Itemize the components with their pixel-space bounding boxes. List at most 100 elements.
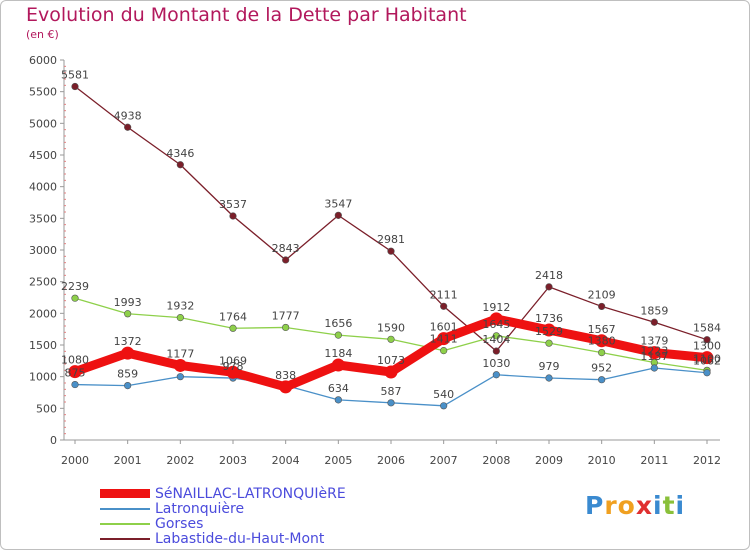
chart-title: Evolution du Montant de la Dette par Hab… bbox=[26, 4, 467, 26]
data-label-0: 1073 bbox=[377, 354, 405, 367]
data-label-1: 859 bbox=[117, 368, 138, 381]
data-point-2 bbox=[124, 310, 132, 318]
x-tick-label: 2007 bbox=[430, 454, 458, 467]
x-tick-label: 2008 bbox=[482, 454, 510, 467]
data-label-2: 1223 bbox=[640, 345, 668, 358]
data-label-0: 1912 bbox=[482, 301, 510, 314]
data-point-1 bbox=[440, 402, 448, 410]
data-point-1 bbox=[650, 364, 658, 372]
data-label-1: 540 bbox=[433, 388, 454, 401]
y-tick-label: 500 bbox=[36, 402, 57, 415]
data-point-0 bbox=[279, 380, 293, 394]
x-tick-label: 2003 bbox=[219, 454, 247, 467]
data-label-2: 1656 bbox=[324, 317, 352, 330]
data-label-3: 3537 bbox=[219, 198, 247, 211]
y-tick-label: 1000 bbox=[29, 371, 57, 384]
data-label-2: 2239 bbox=[61, 280, 89, 293]
y-tick-label: 4000 bbox=[29, 181, 57, 194]
data-point-3 bbox=[334, 211, 342, 219]
data-point-0 bbox=[384, 365, 398, 379]
data-point-3 bbox=[598, 302, 606, 311]
data-point-2 bbox=[492, 332, 500, 340]
data-label-0: 1069 bbox=[219, 354, 247, 367]
data-label-0: 1372 bbox=[114, 335, 142, 348]
x-tick-label: 2012 bbox=[693, 454, 721, 467]
data-label-3: 5581 bbox=[61, 69, 89, 82]
data-point-0 bbox=[437, 332, 451, 346]
x-tick-label: 2011 bbox=[640, 454, 668, 467]
data-label-1: 1137 bbox=[640, 350, 668, 363]
data-label-0: 1177 bbox=[166, 347, 194, 360]
data-point-1 bbox=[334, 396, 342, 404]
data-label-1: 634 bbox=[328, 382, 349, 395]
legend-item-1: Latronquière bbox=[100, 501, 346, 517]
data-label-1: 587 bbox=[381, 385, 402, 398]
y-tick-label: 3500 bbox=[29, 212, 57, 225]
y-tick-label: 4500 bbox=[29, 149, 57, 162]
data-point-2 bbox=[598, 349, 606, 357]
data-point-0 bbox=[331, 358, 345, 372]
data-point-2 bbox=[71, 294, 79, 302]
legend-swatch-2 bbox=[100, 522, 150, 525]
data-label-1: 1030 bbox=[482, 357, 510, 370]
data-point-3 bbox=[492, 347, 500, 355]
data-point-1 bbox=[71, 380, 79, 389]
data-label-3: 1859 bbox=[640, 304, 668, 317]
data-point-1 bbox=[703, 369, 711, 377]
data-point-1 bbox=[387, 399, 395, 407]
data-point-2 bbox=[387, 335, 395, 343]
x-tick-label: 2000 bbox=[61, 454, 89, 467]
data-point-0 bbox=[68, 365, 82, 379]
proxiti-logo: Proxiti bbox=[585, 491, 684, 520]
data-label-2: 1411 bbox=[430, 333, 458, 346]
data-label-3: 1584 bbox=[693, 322, 721, 335]
data-label-3: 2418 bbox=[535, 269, 563, 282]
data-label-1: 978 bbox=[223, 360, 244, 373]
data-label-3: 2109 bbox=[588, 288, 616, 301]
data-point-3 bbox=[229, 212, 237, 220]
x-tick-label: 2004 bbox=[272, 454, 300, 467]
data-label-1: 1062 bbox=[693, 355, 721, 368]
data-label-2: 1590 bbox=[377, 321, 405, 334]
x-tick-label: 2009 bbox=[535, 454, 563, 467]
data-label-2: 1777 bbox=[272, 309, 300, 322]
y-tick-label: 5000 bbox=[29, 117, 57, 130]
data-label-0: 1601 bbox=[430, 321, 458, 334]
x-tick-label: 2005 bbox=[324, 454, 352, 467]
data-point-0 bbox=[121, 346, 135, 360]
data-label-2: 1380 bbox=[588, 335, 616, 348]
data-label-2: 1645 bbox=[482, 318, 510, 331]
data-label-2: 1764 bbox=[219, 310, 247, 323]
chart-subtitle: (en €) bbox=[26, 28, 59, 41]
data-point-0 bbox=[700, 351, 714, 365]
data-point-1 bbox=[176, 373, 184, 381]
data-label-0: 1184 bbox=[324, 347, 352, 360]
data-point-1 bbox=[492, 371, 500, 379]
y-tick-label: 1500 bbox=[29, 339, 57, 352]
data-point-0 bbox=[647, 346, 661, 360]
data-point-3 bbox=[282, 256, 290, 264]
data-point-3 bbox=[440, 302, 448, 310]
y-tick-label: 2000 bbox=[29, 307, 57, 320]
legend-label-0: SéNAILLAC-LATRONQUIèRE bbox=[155, 485, 346, 502]
data-label-0: 1567 bbox=[588, 323, 616, 336]
data-label-0: 1379 bbox=[640, 335, 668, 348]
y-tick-label: 6000 bbox=[29, 54, 57, 67]
data-label-2: 1100 bbox=[693, 352, 721, 365]
data-label-1: 979 bbox=[539, 360, 560, 373]
data-point-2 bbox=[282, 323, 290, 332]
data-label-3: 4938 bbox=[114, 109, 142, 122]
data-label-2: 1529 bbox=[535, 325, 563, 338]
data-label-0: 838 bbox=[275, 369, 296, 382]
data-label-0: 1300 bbox=[693, 340, 721, 353]
data-label-0: 1736 bbox=[535, 312, 563, 325]
data-point-2 bbox=[545, 339, 553, 347]
data-point-3 bbox=[545, 283, 553, 291]
legend-swatch-0 bbox=[100, 489, 150, 498]
x-tick-label: 2006 bbox=[377, 454, 405, 467]
data-point-0 bbox=[489, 312, 503, 326]
data-label-3: 2843 bbox=[272, 242, 300, 255]
data-label-2: 1993 bbox=[114, 296, 142, 309]
data-point-1 bbox=[124, 381, 132, 390]
